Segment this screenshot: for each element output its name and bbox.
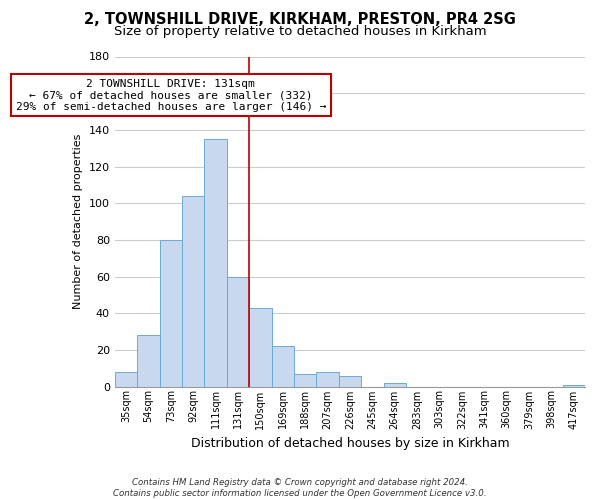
- Bar: [115, 372, 137, 386]
- Bar: [294, 374, 316, 386]
- Bar: [563, 384, 585, 386]
- Text: Contains HM Land Registry data © Crown copyright and database right 2024.
Contai: Contains HM Land Registry data © Crown c…: [113, 478, 487, 498]
- Bar: [205, 139, 227, 386]
- Bar: [160, 240, 182, 386]
- Bar: [272, 346, 294, 387]
- Bar: [383, 383, 406, 386]
- Text: 2, TOWNSHILL DRIVE, KIRKHAM, PRESTON, PR4 2SG: 2, TOWNSHILL DRIVE, KIRKHAM, PRESTON, PR…: [84, 12, 516, 28]
- Bar: [227, 276, 249, 386]
- Y-axis label: Number of detached properties: Number of detached properties: [73, 134, 83, 309]
- Bar: [249, 308, 272, 386]
- Text: 2 TOWNSHILL DRIVE: 131sqm
← 67% of detached houses are smaller (332)
29% of semi: 2 TOWNSHILL DRIVE: 131sqm ← 67% of detac…: [16, 78, 326, 112]
- X-axis label: Distribution of detached houses by size in Kirkham: Distribution of detached houses by size …: [191, 437, 509, 450]
- Bar: [137, 335, 160, 386]
- Bar: [182, 196, 205, 386]
- Bar: [339, 376, 361, 386]
- Bar: [316, 372, 339, 386]
- Text: Size of property relative to detached houses in Kirkham: Size of property relative to detached ho…: [113, 25, 487, 38]
